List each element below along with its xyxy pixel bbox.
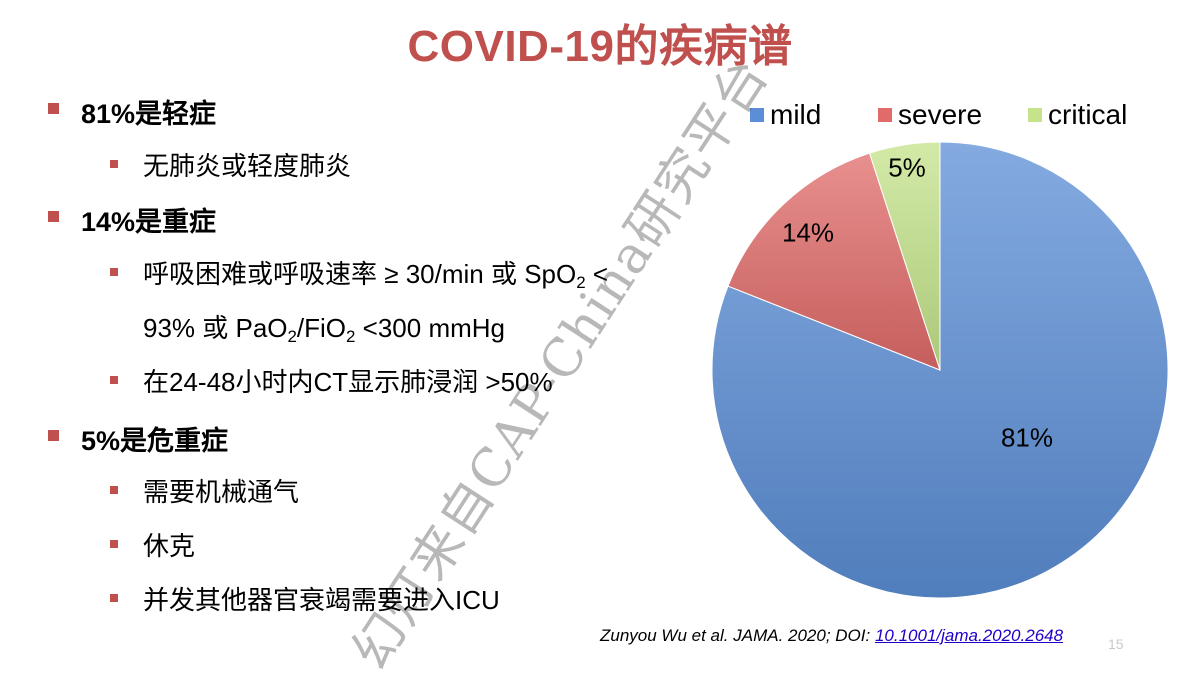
text-span: 93% 或 PaO xyxy=(143,313,288,343)
text-span: 呼吸困难或呼吸速率 ≥ 30/min 或 SpO xyxy=(143,259,577,289)
bullet-critical-heading: 5%是危重症 xyxy=(81,426,229,456)
bullet-list: 81%是轻症 无肺炎或轻度肺炎 14%是重症 呼吸困难或呼吸速率 ≥ 30/mi… xyxy=(48,99,608,615)
slice-label-severe: 14% xyxy=(781,217,835,248)
bullet-critical-item: 休克 xyxy=(143,531,196,561)
text-span: < xyxy=(585,259,609,289)
sub-bullet-marker xyxy=(110,160,118,168)
text-span: <300 mmHg xyxy=(355,313,506,343)
pie-chart: 81% 14% 5% mild severe critical xyxy=(690,85,1195,605)
slide-title: COVID-19的疾病谱 xyxy=(407,22,793,71)
citation-text: Zunyou Wu et al. JAMA. 2020; DOI: xyxy=(600,626,875,645)
sub-bullet-marker xyxy=(110,376,118,384)
sub-bullet-marker xyxy=(110,486,118,494)
citation: Zunyou Wu et al. JAMA. 2020; DOI: 10.100… xyxy=(600,626,1063,646)
bullet-mild-heading: 81%是轻症 xyxy=(81,99,217,129)
pie-chart-svg xyxy=(711,141,1169,599)
bullet-critical-item: 并发其他器官衰竭需要进入ICU xyxy=(143,585,500,615)
bullet-marker xyxy=(48,103,59,114)
sub-bullet-marker xyxy=(110,594,118,602)
subscript: 2 xyxy=(576,273,586,293)
doi-link[interactable]: 10.1001/jama.2020.2648 xyxy=(874,626,1064,645)
legend-item-critical: critical xyxy=(1028,99,1127,131)
pie-slices xyxy=(711,141,1169,599)
subscript: 2 xyxy=(287,327,297,347)
legend-item-severe: severe xyxy=(878,99,982,131)
slice-label-critical: 5% xyxy=(888,152,926,183)
pie-slice-critical xyxy=(868,141,941,371)
bullet-severe-heading: 14%是重症 xyxy=(81,207,217,237)
sub-bullet-marker xyxy=(110,268,118,276)
bullet-marker xyxy=(48,211,59,222)
bullet-mild-item: 无肺炎或轻度肺炎 xyxy=(143,151,352,181)
bullet-severe-criteria-line2: 93% 或 PaO2/FiO2 <300 mmHg xyxy=(143,308,505,345)
legend-item-mild: mild xyxy=(750,99,821,131)
legend-swatch xyxy=(878,108,892,122)
legend-label: mild xyxy=(770,99,822,130)
bullet-severe-ct-item: 在24-48小时内CT显示肺浸润 >50% xyxy=(143,367,553,397)
legend-swatch xyxy=(1028,108,1042,122)
pie-slice-mild xyxy=(711,141,1169,599)
subscript: 2 xyxy=(346,327,356,347)
legend-swatch xyxy=(750,108,764,122)
bullet-critical-item: 需要机械通气 xyxy=(143,477,300,507)
bullet-severe-criteria-line1: 呼吸困难或呼吸速率 ≥ 30/min 或 SpO2 < xyxy=(143,254,608,291)
page-number: 15 xyxy=(1108,636,1124,652)
text-span: /FiO xyxy=(296,313,347,343)
bullet-marker xyxy=(48,430,59,441)
legend-label: critical xyxy=(1048,99,1128,130)
legend-label: severe xyxy=(898,99,983,130)
sub-bullet-marker xyxy=(110,540,118,548)
slice-label-mild: 81% xyxy=(1000,422,1054,453)
